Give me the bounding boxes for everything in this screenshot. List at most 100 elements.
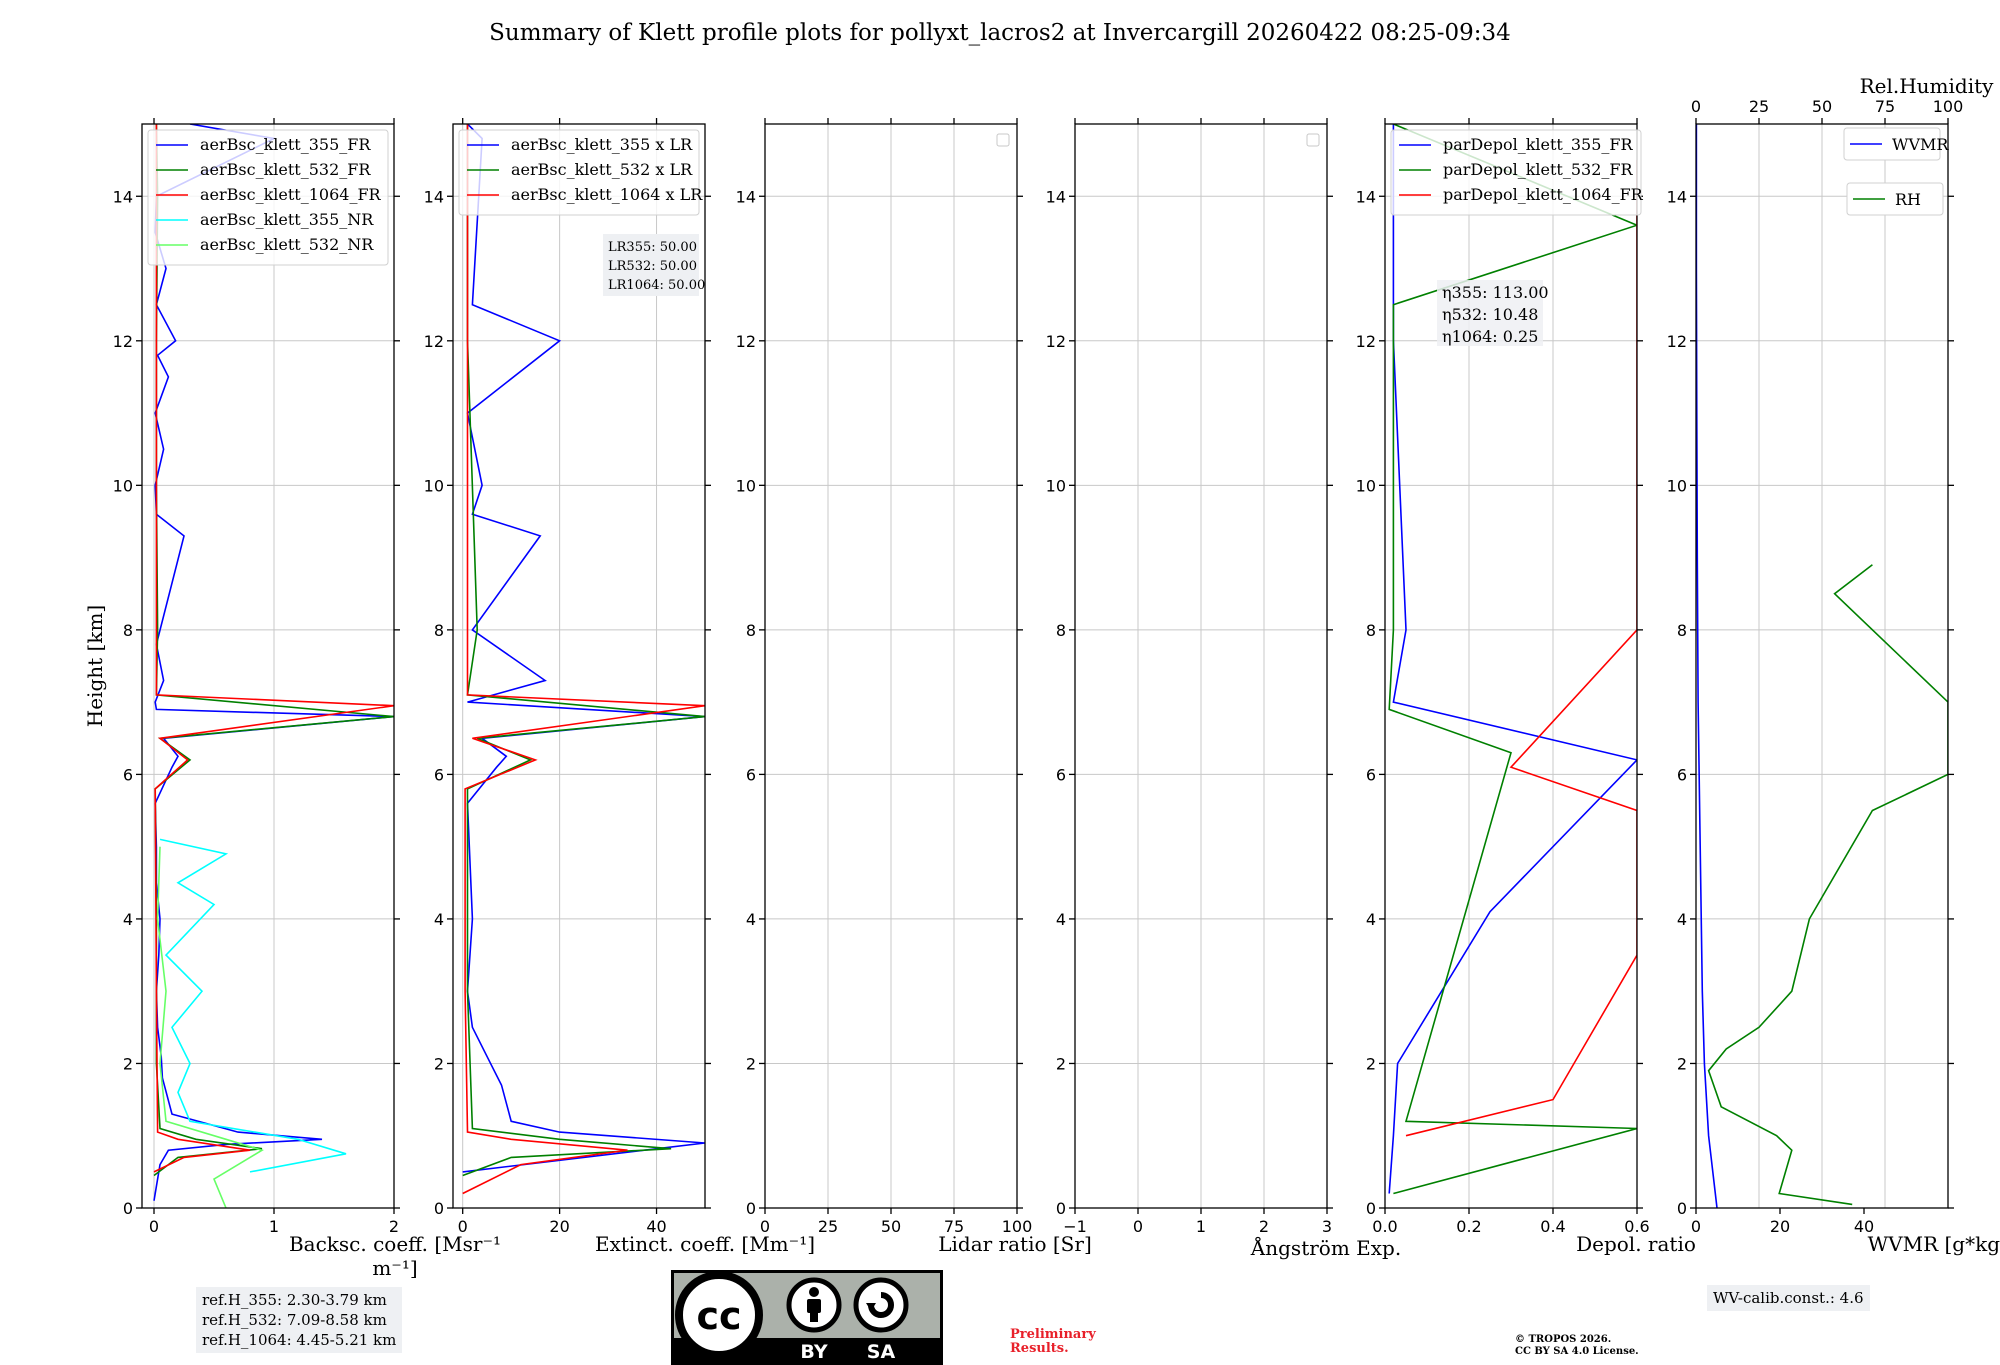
y-tick-label: 2 <box>1677 1054 1687 1073</box>
x-tick-label: 2 <box>1259 1217 1269 1236</box>
reference-heights-box: ref.H_355: 2.30-3.79 km ref.H_532: 7.09-… <box>196 1287 403 1353</box>
extinction-legend-box <box>458 129 700 216</box>
cc-sa-label: SA <box>867 1341 896 1363</box>
empty-legend-icon <box>1306 133 1320 147</box>
eta-value: η532: 10.48 <box>1442 305 1538 324</box>
series-RH <box>1707 564 1948 1206</box>
y-tick-label: 8 <box>1056 621 1066 640</box>
legend-entry: aerBsc_klett_532_NR <box>200 235 374 254</box>
ref-height-532: ref.H_532: 7.09-8.58 km <box>202 1311 387 1329</box>
series-aerBsc_klett_1064 x LR <box>462 124 705 1195</box>
wv-legend-box <box>1846 182 1944 216</box>
y-tick-label: 14 <box>1356 187 1376 206</box>
backscatter-xlabel: Backsc. coeff. [Msr⁻¹ m⁻¹] <box>288 1232 502 1280</box>
top-x-tick-label: 0 <box>1691 97 1701 116</box>
y-tick-label: 12 <box>1046 332 1066 351</box>
wv-legend-box <box>1843 127 1941 161</box>
y-tick-label: 6 <box>1366 765 1376 784</box>
lr-value: LR532: 50.00 <box>608 259 697 274</box>
y-tick-label: 12 <box>113 332 133 351</box>
legend-entry: aerBsc_klett_355_NR <box>200 210 374 229</box>
legend-entry: parDepol_klett_1064_FR <box>1443 185 1644 204</box>
depol-legend-box <box>1390 129 1642 216</box>
y-tick-label: 8 <box>746 621 756 640</box>
y-tick-label: 10 <box>736 476 756 495</box>
eta-value: η355: 113.00 <box>1442 283 1549 302</box>
y-tick-label: 4 <box>434 910 444 929</box>
copyright-notice: © TROPOS 2026. CC BY SA 4.0 License. <box>1515 1334 1639 1358</box>
y-tick-label: 0 <box>434 1199 444 1218</box>
wv-calib-box: WV-calib.const.: 4.6 <box>1707 1285 1870 1311</box>
y-tick-label: 2 <box>434 1054 444 1073</box>
y-tick-label: 0 <box>1056 1199 1066 1218</box>
legend-entry: parDepol_klett_532_FR <box>1443 160 1634 179</box>
backscatter-legend-box <box>147 129 389 266</box>
x-tick-label: 20 <box>1770 1217 1790 1236</box>
x-tick-label: 0.2 <box>1456 1217 1481 1236</box>
y-tick-label: 6 <box>746 765 756 784</box>
lr-value: LR1064: 50.00 <box>608 278 705 293</box>
y-tick-label: 4 <box>123 910 133 929</box>
wv-calib-text: WV-calib.const.: 4.6 <box>1713 1289 1864 1307</box>
y-tick-label: 2 <box>123 1054 133 1073</box>
extinction-traces <box>462 124 705 1195</box>
x-tick-label: 0 <box>760 1217 770 1236</box>
y-tick-label: 10 <box>424 476 444 495</box>
y-tick-label: 0 <box>123 1199 133 1218</box>
x-tick-label: 3 <box>1322 1217 1332 1236</box>
y-tick-label: 12 <box>1667 332 1687 351</box>
copyright-line-1: © TROPOS 2026. <box>1515 1334 1612 1345</box>
y-tick-label: 4 <box>1677 910 1687 929</box>
x-tick-label: 1 <box>269 1217 279 1236</box>
depol-axes-frame <box>1384 123 1638 1209</box>
cc-logo-text: cc <box>696 1294 741 1338</box>
cc-by-label: BY <box>800 1341 827 1363</box>
y-tick-label: 10 <box>1356 476 1376 495</box>
top-x-tick-label: 100 <box>1933 97 1964 116</box>
y-tick-label: 0 <box>1366 1199 1376 1218</box>
y-tick-label: 12 <box>736 332 756 351</box>
series-aerBsc_klett_532_NR <box>156 846 264 1208</box>
sa-share-icon <box>853 1277 909 1333</box>
y-tick-label: 14 <box>113 187 133 206</box>
top-x-tick-label: 75 <box>1875 97 1895 116</box>
legend-entry: aerBsc_klett_1064_FR <box>200 185 382 204</box>
legend-entry: aerBsc_klett_1064 x LR <box>511 185 703 204</box>
series-aerBsc_klett_1064_FR <box>153 124 394 1173</box>
x-tick-label: 40 <box>1854 1217 1874 1236</box>
y-tick-label: 14 <box>1046 187 1066 206</box>
x-tick-label: 0 <box>1133 1217 1143 1236</box>
y-tick-label: 4 <box>1056 910 1066 929</box>
legend-entry: parDepol_klett_355_FR <box>1443 135 1634 154</box>
series-parDepol_klett_355_FR <box>1388 124 1637 1194</box>
series-aerBsc_klett_355_NR <box>159 838 347 1173</box>
depol-traces <box>1388 124 1637 1195</box>
series-parDepol_klett_1064_FR <box>1405 160 1637 1137</box>
ref-height-355: ref.H_355: 2.30-3.79 km <box>202 1291 387 1309</box>
backscatter-axes-frame <box>141 123 395 1209</box>
legend-entry: aerBsc_klett_355_FR <box>200 135 371 154</box>
y-tick-label: 0 <box>746 1199 756 1218</box>
backscatter-traces <box>153 124 394 1208</box>
preliminary-notice: Preliminary Results. <box>1010 1328 1096 1356</box>
x-tick-label: 0.6 <box>1624 1217 1649 1236</box>
y-tick-label: 6 <box>434 765 444 784</box>
legend-entry: aerBsc_klett_355 x LR <box>511 135 693 154</box>
y-tick-label: 8 <box>123 621 133 640</box>
x-tick-label: 0 <box>149 1217 159 1236</box>
copyright-line-2: CC BY SA 4.0 License. <box>1515 1346 1639 1357</box>
preliminary-line-1: Preliminary <box>1010 1327 1096 1342</box>
lidar-ratio-info-box <box>603 234 699 296</box>
top-x-tick-label: 25 <box>1749 97 1769 116</box>
x-tick-label: 25 <box>818 1217 838 1236</box>
ref-height-1064: ref.H_1064: 4.45-5.21 km <box>202 1331 397 1349</box>
y-tick-label: 14 <box>1667 187 1687 206</box>
y-tick-label: 4 <box>1366 910 1376 929</box>
x-tick-label: 0.0 <box>1372 1217 1397 1236</box>
x-tick-label: 0.4 <box>1540 1217 1565 1236</box>
x-tick-label: 40 <box>646 1217 666 1236</box>
depol-xlabel: Depol. ratio <box>1576 1232 1696 1256</box>
x-tick-label: 2 <box>389 1217 399 1236</box>
y-tick-label: 2 <box>1056 1054 1066 1073</box>
extinction-xlabel: Extinct. coeff. [Mm⁻¹] <box>594 1232 816 1256</box>
